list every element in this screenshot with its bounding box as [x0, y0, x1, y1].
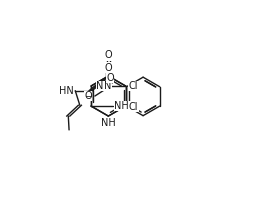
- Text: HN: HN: [59, 86, 74, 96]
- Text: O: O: [84, 91, 92, 101]
- Text: O: O: [106, 73, 114, 83]
- Text: NH: NH: [101, 118, 116, 128]
- Text: −: −: [84, 91, 92, 100]
- Text: NH: NH: [114, 101, 129, 111]
- Text: O: O: [104, 63, 112, 72]
- Text: Cl: Cl: [129, 81, 138, 91]
- Text: Cl: Cl: [129, 102, 138, 112]
- Text: +: +: [108, 77, 114, 86]
- Text: N: N: [104, 81, 112, 91]
- Text: N: N: [96, 81, 104, 91]
- Text: O: O: [105, 50, 112, 60]
